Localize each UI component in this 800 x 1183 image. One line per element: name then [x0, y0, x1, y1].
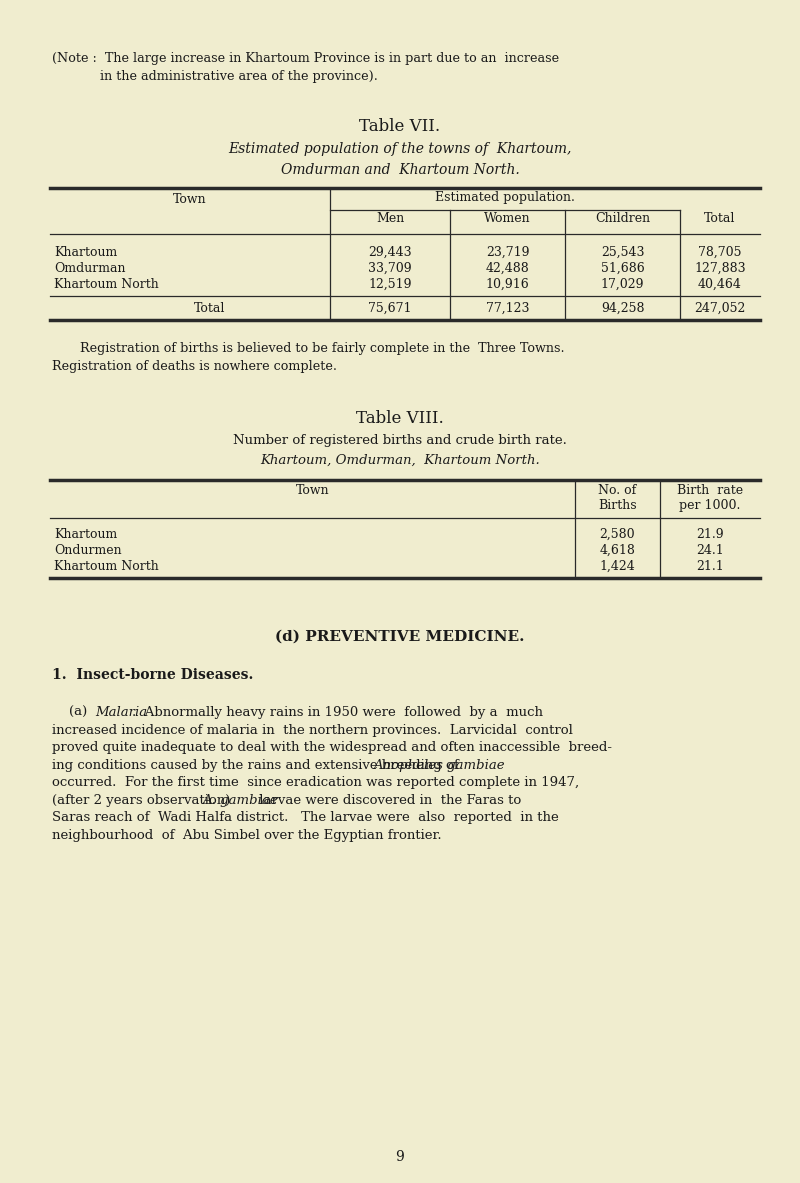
Text: Saras reach of  Wadi Halfa district.   The larvae were  also  reported  in the: Saras reach of Wadi Halfa district. The … — [52, 812, 558, 825]
Text: 40,464: 40,464 — [698, 278, 742, 291]
Text: (a): (a) — [52, 706, 91, 719]
Text: 17,029: 17,029 — [601, 278, 644, 291]
Text: 2,580: 2,580 — [600, 528, 635, 541]
Text: 127,883: 127,883 — [694, 261, 746, 274]
Text: Ondurmen: Ondurmen — [54, 544, 122, 557]
Text: Table VII.: Table VII. — [359, 118, 441, 135]
Text: 21.9: 21.9 — [696, 528, 724, 541]
Text: Khartoum: Khartoum — [54, 246, 118, 259]
Text: Estimated population of the towns of  Khartoum,: Estimated population of the towns of Kha… — [228, 142, 572, 156]
Text: Khartoum North: Khartoum North — [54, 560, 158, 573]
Text: 33,709: 33,709 — [368, 261, 412, 274]
Text: Khartoum North: Khartoum North — [54, 278, 158, 291]
Text: ing conditions caused by the rains and extensive breeding of: ing conditions caused by the rains and e… — [52, 758, 463, 771]
Text: 51,686: 51,686 — [601, 261, 644, 274]
Text: Registration of births is believed to be fairly complete in the  Three Towns.: Registration of births is believed to be… — [80, 342, 565, 355]
Text: (after 2 years observation): (after 2 years observation) — [52, 794, 234, 807]
Text: Number of registered births and crude birth rate.: Number of registered births and crude bi… — [233, 434, 567, 447]
Text: Estimated population.: Estimated population. — [435, 190, 575, 203]
Text: 9: 9 — [396, 1150, 404, 1164]
Text: larvae were discovered in  the Faras to: larvae were discovered in the Faras to — [255, 794, 522, 807]
Text: Men: Men — [376, 212, 404, 225]
Text: Khartoum, Omdurman,  Khartoum North.: Khartoum, Omdurman, Khartoum North. — [260, 454, 540, 467]
Text: Omdurman and  Khartoum North.: Omdurman and Khartoum North. — [281, 163, 519, 177]
Text: proved quite inadequate to deal with the widespread and often inaccessible  bree: proved quite inadequate to deal with the… — [52, 741, 612, 754]
Text: 77,123: 77,123 — [486, 302, 530, 315]
Text: Total: Total — [194, 302, 226, 315]
Text: Omdurman: Omdurman — [54, 261, 126, 274]
Text: Malaria: Malaria — [94, 706, 147, 719]
Text: 25,543: 25,543 — [601, 246, 644, 259]
Text: Town: Town — [296, 484, 330, 497]
Text: (d) PREVENTIVE MEDICINE.: (d) PREVENTIVE MEDICINE. — [275, 631, 525, 644]
Text: 23,719: 23,719 — [486, 246, 530, 259]
Text: .  Abnormally heavy rains in 1950 were  followed  by a  much: . Abnormally heavy rains in 1950 were fo… — [132, 706, 543, 719]
Text: A. gambiae: A. gambiae — [202, 794, 278, 807]
Text: (Note :  The large increase in Khartoum Province is in part due to an  increase: (Note : The large increase in Khartoum P… — [52, 52, 559, 65]
Text: Town: Town — [173, 193, 207, 206]
Text: Total: Total — [704, 212, 736, 225]
Text: 78,705: 78,705 — [698, 246, 742, 259]
Text: 1.  Insect-borne Diseases.: 1. Insect-borne Diseases. — [52, 668, 254, 683]
Text: Birth  rate
per 1000.: Birth rate per 1000. — [677, 484, 743, 512]
Text: occurred.  For the first time  since eradication was reported complete in 1947,: occurred. For the first time since eradi… — [52, 776, 579, 789]
Text: 24.1: 24.1 — [696, 544, 724, 557]
Text: 10,916: 10,916 — [486, 278, 530, 291]
Text: 42,488: 42,488 — [486, 261, 530, 274]
Text: Table VIII.: Table VIII. — [356, 411, 444, 427]
Text: 21.1: 21.1 — [696, 560, 724, 573]
Text: neighbourhood  of  Abu Simbel over the Egyptian frontier.: neighbourhood of Abu Simbel over the Egy… — [52, 828, 442, 841]
Text: Women: Women — [484, 212, 531, 225]
Text: 12,519: 12,519 — [368, 278, 412, 291]
Text: 1,424: 1,424 — [600, 560, 635, 573]
Text: 94,258: 94,258 — [601, 302, 644, 315]
Text: 29,443: 29,443 — [368, 246, 412, 259]
Text: in the administrative area of the province).: in the administrative area of the provin… — [100, 70, 378, 83]
Text: Children: Children — [595, 212, 650, 225]
Text: 75,671: 75,671 — [368, 302, 412, 315]
Text: Khartoum: Khartoum — [54, 528, 118, 541]
Text: 247,052: 247,052 — [694, 302, 746, 315]
Text: Anopheles gambiae: Anopheles gambiae — [373, 758, 505, 771]
Text: 4,618: 4,618 — [599, 544, 635, 557]
Text: increased incidence of malaria in  the northern provinces.  Larvicidal  control: increased incidence of malaria in the no… — [52, 724, 573, 737]
Text: Registration of deaths is nowhere complete.: Registration of deaths is nowhere comple… — [52, 360, 337, 373]
Text: No. of
Births: No. of Births — [598, 484, 637, 512]
